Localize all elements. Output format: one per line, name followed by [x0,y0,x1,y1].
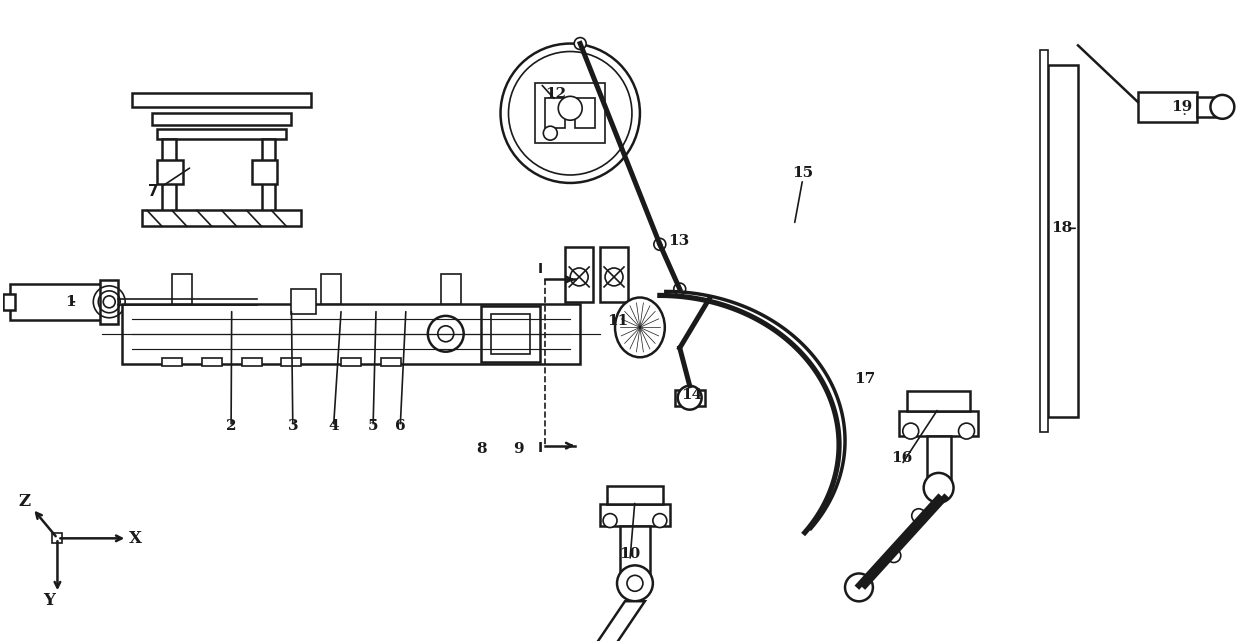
Circle shape [627,575,642,591]
Circle shape [570,268,588,286]
Bar [899,411,978,436]
Text: 17: 17 [854,372,875,386]
Bar [565,247,593,302]
Circle shape [652,514,667,528]
Text: 9: 9 [513,442,525,456]
Bar [1198,97,1218,117]
Bar [242,358,262,366]
Bar [252,160,278,184]
Bar [481,306,541,361]
Bar [133,93,311,107]
Bar [600,503,670,526]
Circle shape [924,473,954,503]
Text: 8: 8 [476,442,487,456]
Text: I: I [538,262,543,276]
Bar [153,113,291,125]
Bar [675,390,704,406]
Bar [162,139,176,221]
Bar [546,98,565,128]
Bar [491,314,531,354]
Text: 14: 14 [681,388,702,401]
Bar [608,486,663,503]
Bar [202,358,222,366]
Text: 11: 11 [606,314,629,328]
Bar [321,274,341,304]
Circle shape [673,283,686,295]
Circle shape [911,508,926,523]
Text: 2: 2 [226,419,237,433]
Text: 12: 12 [546,87,567,101]
Text: 13: 13 [668,234,689,248]
Circle shape [501,44,640,183]
Text: 15: 15 [792,166,813,180]
Bar [341,358,361,366]
Text: X: X [129,530,141,547]
Circle shape [428,316,464,352]
Bar [52,534,62,543]
Bar [172,274,192,304]
Circle shape [543,126,557,140]
Bar [1048,65,1078,417]
Circle shape [574,38,587,49]
Bar [2,294,15,310]
Bar [1138,92,1198,122]
Text: 10: 10 [619,548,641,561]
Circle shape [844,573,873,602]
Circle shape [887,548,900,562]
Text: 7: 7 [149,168,190,200]
Circle shape [959,423,975,439]
Bar [162,358,182,366]
Text: 1: 1 [66,295,76,309]
Circle shape [603,514,618,528]
Text: 4: 4 [329,419,339,433]
Text: 18: 18 [1052,221,1073,236]
Bar [100,280,118,324]
Circle shape [653,238,666,250]
Circle shape [678,386,702,410]
Bar [123,304,580,363]
Text: 19: 19 [1171,100,1193,114]
Bar [620,526,650,580]
Circle shape [438,326,454,342]
Text: 5: 5 [368,419,378,433]
Bar [381,358,401,366]
Circle shape [1210,95,1234,119]
Circle shape [618,566,652,601]
Bar [157,129,286,139]
Bar [575,98,595,128]
Bar [262,139,275,221]
Text: Z: Z [19,493,31,510]
Text: I: I [538,441,543,455]
Text: 6: 6 [394,419,405,433]
Polygon shape [575,601,645,642]
Circle shape [558,96,582,120]
Text: 16: 16 [890,451,913,465]
Circle shape [605,268,622,286]
Bar [281,358,301,366]
Bar [906,391,971,411]
Circle shape [903,423,919,439]
Text: 3: 3 [288,419,298,433]
Bar [440,274,461,304]
Bar [1040,50,1048,432]
Ellipse shape [615,297,665,357]
Text: Y: Y [43,591,56,609]
Bar [10,284,105,320]
Bar [143,211,301,227]
Bar [926,436,951,486]
Bar [536,83,605,143]
Bar [291,289,316,314]
Bar [600,247,627,302]
Bar [157,160,182,184]
